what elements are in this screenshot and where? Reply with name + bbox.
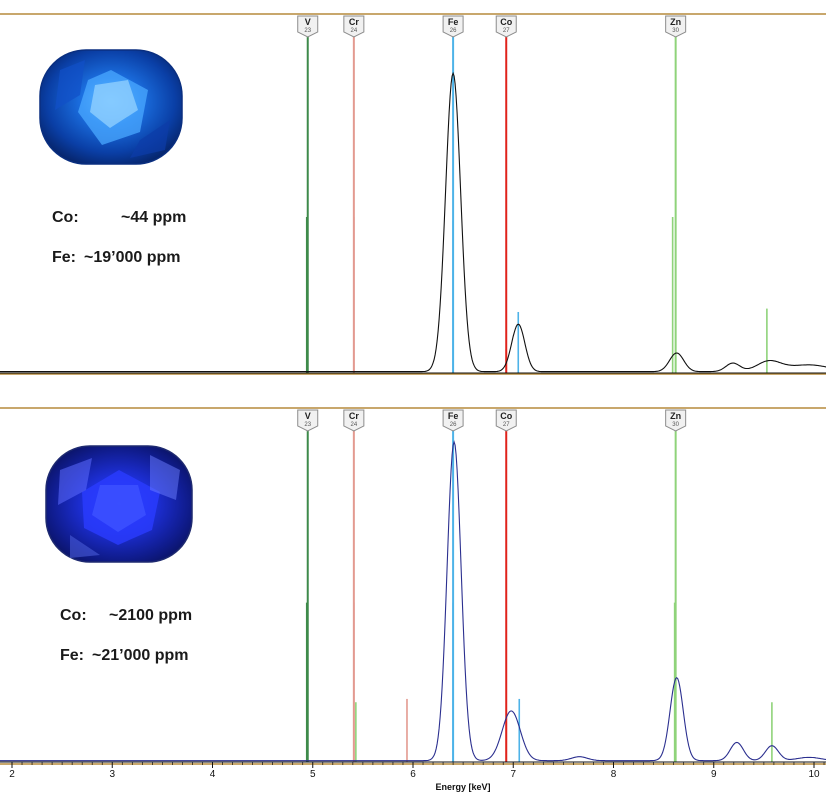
element-marker-lines <box>305 428 773 762</box>
tag-atomic-number: 23 <box>304 422 311 428</box>
tag-shape <box>442 15 464 38</box>
gem-composition-top: Co: ~44 ppm Fe: ~19’000 ppm <box>52 209 186 266</box>
fe-label: Fe: <box>52 249 76 266</box>
gem-composition-bottom: Co: ~2100 ppm Fe: ~21’000 ppm <box>60 607 192 664</box>
x-tick-label: 4 <box>210 769 216 780</box>
co-value: ~44 ppm <box>121 209 186 226</box>
x-tick-label: 2 <box>9 769 15 780</box>
tag-atomic-number: 23 <box>304 28 311 34</box>
gem-image-top <box>39 49 183 165</box>
tag-symbol: Zn <box>670 411 681 421</box>
tag-atomic-number: 26 <box>450 28 457 34</box>
fe-label: Fe: <box>60 647 84 664</box>
tag-shape <box>495 409 517 432</box>
spectrum-line-bottom <box>0 440 826 762</box>
co-value: ~2100 ppm <box>109 607 192 624</box>
fe-value: ~21’000 ppm <box>92 647 189 664</box>
tag-atomic-number: 27 <box>503 28 510 34</box>
fe-value: ~19’000 ppm <box>84 249 181 266</box>
tag-symbol: V <box>305 411 311 421</box>
tag-shape <box>343 15 365 38</box>
tag-symbol: Co <box>500 411 512 421</box>
element-marker-lines <box>0 34 826 374</box>
x-tick-label: 7 <box>510 769 516 780</box>
x-tick-label: 3 <box>109 769 115 780</box>
tag-atomic-number: 24 <box>351 28 358 34</box>
gem-image-bottom <box>45 445 193 563</box>
x-tick-label: 10 <box>808 769 820 780</box>
tag-symbol: Fe <box>448 411 459 421</box>
tag-symbol: Co <box>500 17 512 27</box>
tag-atomic-number: 27 <box>503 422 510 428</box>
tag-shape <box>442 409 464 432</box>
tag-symbol: V <box>305 17 311 27</box>
tag-symbol: Zn <box>670 17 681 27</box>
x-axis: 2 3 4 5 6 7 8 9 10 <box>0 761 826 780</box>
co-label: Co: <box>52 209 79 226</box>
tag-atomic-number: 24 <box>351 422 358 428</box>
x-tick-label: 8 <box>611 769 617 780</box>
tag-atomic-number: 30 <box>672 28 679 34</box>
co-label: Co: <box>60 607 87 624</box>
tag-atomic-number: 26 <box>450 422 457 428</box>
element-tag-v: V23 <box>297 409 319 432</box>
element-tag-v: V23 <box>297 15 319 38</box>
panel-frame <box>0 13 826 375</box>
tag-shape <box>495 15 517 38</box>
x-tick-label: 6 <box>410 769 416 780</box>
tag-symbol: Cr <box>349 17 359 27</box>
tag-shape <box>297 15 319 38</box>
x-axis-title: Energy [keV] <box>435 782 490 792</box>
tag-symbol: Cr <box>349 411 359 421</box>
x-tick-label: 5 <box>310 769 316 780</box>
x-tick-label: 9 <box>711 769 717 780</box>
tag-shape <box>665 409 687 432</box>
spectrum-panel-bottom: Co: ~2100 ppm Fe: ~21’000 ppm V23Cr24Fe2… <box>0 407 826 792</box>
tag-symbol: Fe <box>448 17 459 27</box>
tag-shape <box>665 15 687 38</box>
tag-shape <box>343 409 365 432</box>
spectrum-line-top <box>0 71 826 373</box>
tag-atomic-number: 30 <box>672 422 679 428</box>
tag-shape <box>297 409 319 432</box>
